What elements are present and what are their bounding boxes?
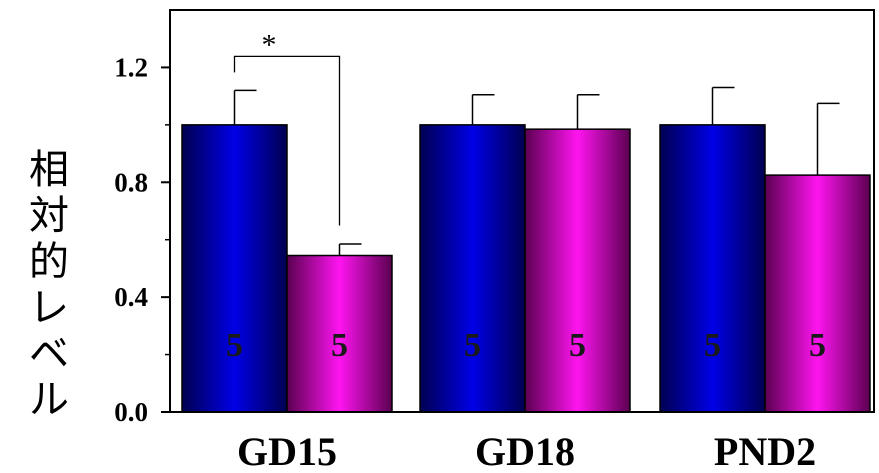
y-axis-title-char: ル xyxy=(29,377,69,423)
category-label: PND2 xyxy=(714,429,816,473)
significance-star: * xyxy=(262,28,277,61)
sample-size-label: 5 xyxy=(464,327,481,364)
sample-size-label: 5 xyxy=(809,327,826,364)
plot-frame xyxy=(169,9,875,413)
sample-size-label: 5 xyxy=(569,327,586,364)
y-tick-label: 1.2 xyxy=(114,52,148,82)
y-axis-title-char: 対 xyxy=(29,193,69,239)
sample-size-label: 5 xyxy=(704,327,721,364)
error-bars xyxy=(233,86,840,256)
y-axis-title-char: レ xyxy=(29,285,69,331)
sample-size-label: 5 xyxy=(226,327,243,364)
y-tick-label: 0.8 xyxy=(114,167,148,197)
y-axis-title-char: 的 xyxy=(29,239,69,285)
bar xyxy=(419,124,526,413)
x-axis-category-labels: GD15 GD18 PND2 xyxy=(237,429,816,473)
category-label: GD15 xyxy=(237,429,337,473)
bars xyxy=(181,124,871,413)
category-label: GD18 xyxy=(475,429,575,473)
bar xyxy=(764,174,871,413)
significance-annotation: * xyxy=(233,28,341,226)
bar xyxy=(659,124,766,413)
sample-size-label: 5 xyxy=(331,327,348,364)
y-tick-label: 0.0 xyxy=(114,397,148,427)
y-axis-title-char: ベ xyxy=(29,331,69,377)
significance-bracket xyxy=(233,55,341,226)
y-axis-ticks: 0.0 0.4 0.8 1.2 xyxy=(114,52,170,427)
bar xyxy=(181,124,288,413)
y-tick-label: 0.4 xyxy=(114,282,148,312)
bar xyxy=(524,128,631,413)
y-axis-title-char: 相 xyxy=(29,147,69,193)
sample-size-labels: 5 5 5 5 5 5 xyxy=(226,327,826,364)
